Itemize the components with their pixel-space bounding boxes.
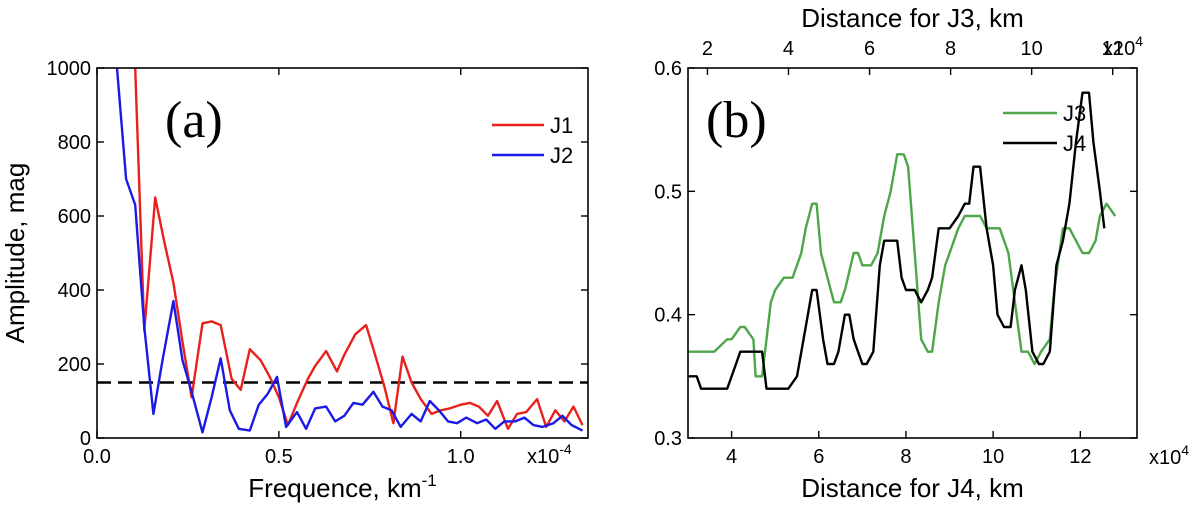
plot-frame (96, 67, 589, 439)
x-tick-label: 0.0 (83, 446, 111, 468)
x-tick-label: 0.5 (265, 446, 293, 468)
plot-frame (687, 67, 1138, 439)
legend-label-j4: J4 (1063, 131, 1086, 156)
top-x-multiplier: x104 (1103, 33, 1143, 60)
panel-b: 4 6 8 10 12 0.3 0.4 0.5 0.6 2 4 6 8 10 12 Distance for … (654, 3, 1189, 503)
plot-area (688, 91, 1117, 390)
y-axis-title: Amplitude, mag (0, 163, 30, 344)
series-line-j3 (688, 153, 1117, 378)
y-tick-label: 600 (58, 206, 91, 228)
top-x-tick-label: 12 (1102, 38, 1124, 60)
top-x-tick-label: 10 (1021, 38, 1043, 60)
x-axis-title: Frequence, km-1 (248, 471, 437, 503)
legend-label-j1: J1 (550, 113, 573, 138)
panel-label: (a) (165, 92, 223, 149)
x-axis-title: Distance for J4, km (801, 473, 1024, 503)
y-tick-label: 800 (58, 132, 91, 154)
x-axis-title-superscript: -1 (422, 471, 437, 490)
x-tick-label: 8 (900, 446, 911, 468)
x-multiplier-exponent: 4 (1181, 442, 1189, 458)
y-tick-label: 0.4 (654, 305, 682, 327)
top-x-tick-label: 2 (702, 38, 713, 60)
x-tick-label: 10 (982, 446, 1004, 468)
top-x-tick-label: 8 (945, 38, 956, 60)
series-line-j1 (133, 68, 584, 430)
panel-a: 0.0 0.5 1.0 0 200 400 600 800 1000 x10-4 Frequence… (0, 58, 589, 503)
top-x-tick-label: 6 (864, 38, 875, 60)
x-tick-label: 6 (813, 446, 824, 468)
x-multiplier: x10-4 (527, 441, 572, 468)
x-tick-label: 4 (726, 446, 737, 468)
legend-label-j3: J3 (1063, 101, 1086, 126)
top-x-multiplier-exponent: 4 (1135, 33, 1143, 49)
legend-label-j2: J2 (550, 143, 573, 168)
x-multiplier: x104 (1149, 442, 1189, 469)
y-tick-label: 0.3 (654, 428, 682, 450)
series-line-j4 (688, 91, 1106, 390)
top-x-axis-title: Distance for J3, km (801, 3, 1024, 33)
plot-area (97, 68, 588, 434)
y-tick-label: 200 (58, 354, 91, 376)
panel-label: (b) (706, 92, 767, 149)
series-line-j2 (115, 68, 584, 434)
y-tick-label: 0 (80, 428, 91, 450)
x-tick-label: 12 (1069, 446, 1091, 468)
x-multiplier-exponent: -4 (559, 441, 572, 457)
x-tick-label: 1.0 (447, 446, 475, 468)
y-tick-label: 1000 (47, 58, 92, 80)
y-tick-label: 0.5 (654, 181, 682, 203)
y-tick-label: 400 (58, 280, 91, 302)
top-x-tick-label: 4 (783, 38, 794, 60)
y-tick-label: 0.6 (654, 58, 682, 80)
